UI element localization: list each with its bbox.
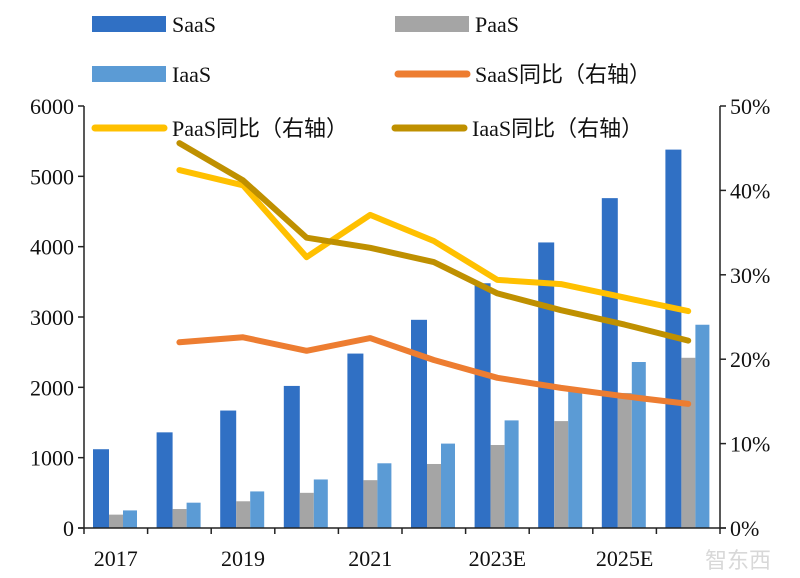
bar-iaas-2024E [568, 390, 583, 528]
bar-paas-2020 [299, 492, 314, 528]
bar-paas-2018 [172, 509, 187, 528]
bar-iaas-2021 [377, 463, 392, 528]
bar-saas-2022 [411, 319, 427, 528]
legend-swatch [395, 16, 469, 32]
legend-item: PaaS同比（右轴） [91, 116, 348, 141]
x-tick-label: 2019 [221, 546, 265, 571]
bar-iaas-2017 [123, 510, 137, 528]
left-tick-label: 3000 [30, 305, 74, 330]
left-tick-label: 2000 [30, 375, 74, 400]
bar-paas-2019 [236, 501, 251, 528]
legend-item: SaaS同比（右轴） [394, 62, 651, 87]
legend-item: PaaS [395, 12, 519, 37]
x-tick-label: 2021 [348, 546, 392, 571]
legend-swatch [92, 16, 166, 32]
legend-label: IaaS [172, 62, 211, 87]
bar-paas-2025E [617, 392, 632, 528]
bar-iaas-2022 [441, 443, 455, 528]
bar-iaas-2023E [504, 420, 519, 528]
left-tick-label: 6000 [30, 94, 74, 119]
bar-iaas-2025E [631, 362, 646, 528]
bar-iaas-2018 [186, 502, 201, 528]
legend-label: PaaS同比（右轴） [172, 116, 348, 141]
legend-item: IaaS [92, 62, 211, 87]
left-tick-label: 0 [63, 516, 74, 541]
legend-item: IaaS同比（右轴） [391, 116, 643, 141]
right-tick-label: 30% [730, 263, 770, 288]
bar-saas-2020 [283, 385, 300, 528]
legend-item: SaaS [92, 12, 216, 37]
line-series-5 [176, 140, 692, 344]
line-series-4 [176, 167, 692, 315]
bar-saas-2018 [156, 432, 173, 528]
bar-paas-2024E [554, 421, 569, 528]
legend-label: SaaS同比（右轴） [475, 62, 651, 87]
left-tick-label: 5000 [30, 164, 74, 189]
bar-saas-2017 [93, 449, 109, 528]
bar-paas-2017 [109, 514, 123, 528]
right-tick-label: 20% [730, 347, 770, 372]
left-tick-label: 1000 [30, 446, 74, 471]
left-tick-label: 4000 [30, 235, 74, 260]
bar-iaas-2026E [695, 324, 710, 528]
legend-label: PaaS [475, 12, 519, 37]
bar-iaas-2019 [250, 491, 265, 528]
right-tick-label: 10% [730, 432, 770, 457]
bar-saas-2025E [601, 198, 618, 529]
bar-paas-2021 [363, 480, 378, 528]
right-tick-label: 50% [730, 94, 770, 119]
legend-label: IaaS同比（右轴） [472, 116, 643, 141]
right-tick-label: 0% [730, 516, 759, 541]
bar-iaas-2020 [313, 479, 328, 528]
bar-saas-2021 [347, 353, 364, 528]
x-tick-label: 2017 [94, 546, 138, 571]
bar-paas-2023E [490, 445, 505, 528]
legend-label: SaaS [172, 12, 216, 37]
line-series-3 [176, 334, 692, 407]
bar-paas-2026E [681, 357, 696, 528]
bar-paas-2022 [427, 463, 441, 528]
bar-saas-2019 [220, 410, 237, 528]
watermark-logo: 智东西 [705, 549, 771, 574]
right-tick-label: 40% [730, 178, 770, 203]
x-tick-label: 2023E [469, 546, 526, 571]
x-tick-label: 2025E [596, 546, 653, 571]
bar-saas-2023E [474, 283, 491, 528]
legend-swatch [92, 66, 166, 82]
